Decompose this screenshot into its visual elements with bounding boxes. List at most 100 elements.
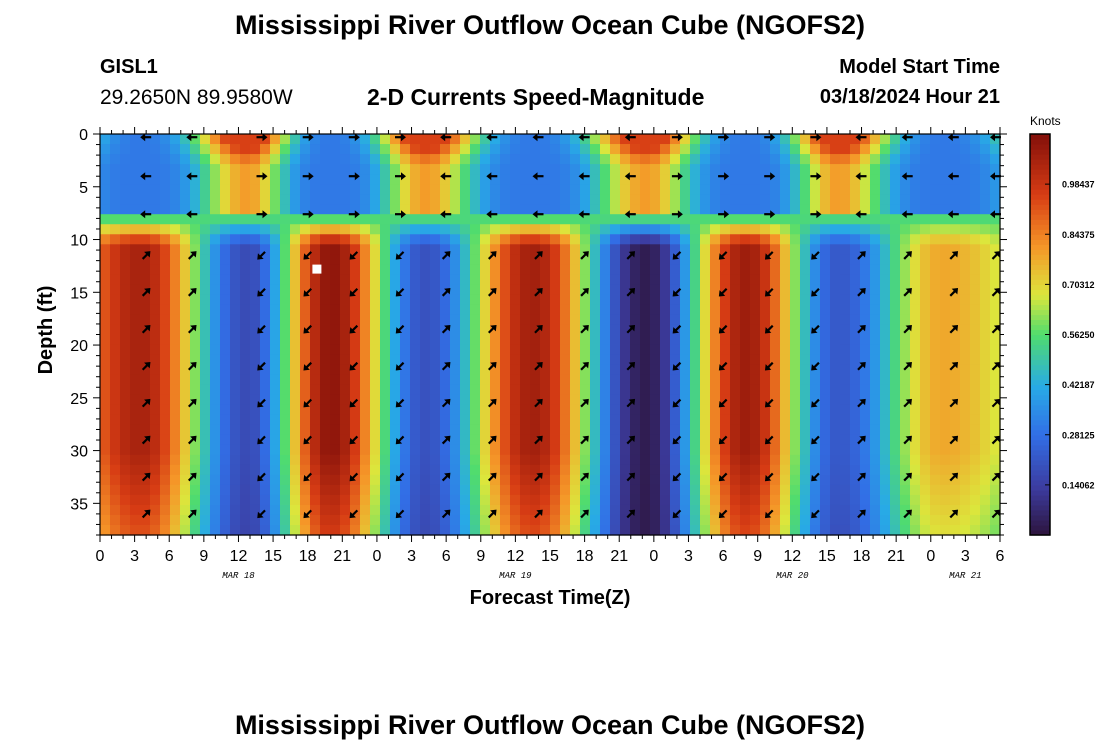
heatmap-cell xyxy=(420,524,431,536)
heatmap-cell xyxy=(480,494,491,506)
heatmap-cell xyxy=(630,464,641,476)
heatmap-cell xyxy=(210,464,221,476)
heatmap-cell xyxy=(790,384,801,396)
heatmap-cell xyxy=(920,364,931,376)
heatmap-cell xyxy=(720,444,731,456)
heatmap-cell xyxy=(210,244,221,255)
heatmap-cell xyxy=(810,274,821,285)
heatmap-cell xyxy=(740,474,751,486)
colorbar-swatch xyxy=(1030,219,1050,225)
heatmap-cell xyxy=(290,324,301,336)
heatmap-cell xyxy=(320,134,331,145)
heatmap-cell xyxy=(920,334,931,346)
heatmap-cell xyxy=(170,224,181,235)
heatmap-cell xyxy=(260,314,271,326)
heatmap-cell xyxy=(710,524,721,536)
heatmap-cell xyxy=(350,204,361,215)
heatmap-cell xyxy=(130,304,141,316)
heatmap-cell xyxy=(140,244,151,255)
heatmap-cell xyxy=(330,314,341,326)
heatmap-cell xyxy=(100,324,111,336)
heatmap-cell xyxy=(920,494,931,506)
heatmap-cell xyxy=(100,384,111,396)
heatmap-cell xyxy=(780,524,791,536)
heatmap-cell xyxy=(990,344,1001,356)
heatmap-cell xyxy=(410,454,421,466)
heatmap-cell xyxy=(580,424,591,436)
heatmap-cell xyxy=(610,174,621,185)
heatmap-cell xyxy=(180,254,191,265)
heatmap-cell xyxy=(330,514,341,526)
heatmap-cell xyxy=(760,434,771,446)
heatmap-cell xyxy=(910,234,921,245)
heatmap-cell xyxy=(520,514,531,526)
heatmap-cell xyxy=(910,494,921,506)
heatmap-cell xyxy=(760,184,771,195)
heatmap-cell xyxy=(900,244,911,255)
heatmap-cell xyxy=(480,344,491,356)
heatmap-cell xyxy=(660,374,671,386)
heatmap-cell xyxy=(560,254,571,265)
heatmap-cell xyxy=(570,424,581,436)
current-arrow xyxy=(141,288,151,297)
heatmap-cell xyxy=(810,464,821,476)
heatmap-cell xyxy=(960,464,971,476)
heatmap-cell xyxy=(760,484,771,496)
heatmap-cell xyxy=(840,154,851,165)
heatmap-cell xyxy=(590,494,601,506)
heatmap-cell xyxy=(950,384,961,396)
heatmap-cell xyxy=(620,324,631,336)
heatmap-cell xyxy=(680,244,691,255)
heatmap-cell xyxy=(560,364,571,376)
heatmap-cell xyxy=(980,334,991,346)
heatmap-cell xyxy=(540,374,551,386)
heatmap-cell xyxy=(320,434,331,446)
heatmap-cell xyxy=(550,514,561,526)
heatmap-cell xyxy=(760,404,771,416)
heatmap-cell xyxy=(110,264,121,275)
heatmap-cell xyxy=(350,394,361,406)
current-arrow xyxy=(671,172,683,181)
heatmap-cell xyxy=(630,334,641,346)
heatmap-cell xyxy=(430,324,441,336)
heatmap-cell xyxy=(190,494,201,506)
heatmap-cell xyxy=(960,404,971,416)
heatmap-cell xyxy=(870,504,881,516)
heatmap-cell xyxy=(870,244,881,255)
heatmap-cell xyxy=(410,344,421,356)
heatmap-cell xyxy=(450,184,461,195)
heatmap-cell xyxy=(980,284,991,296)
heatmap-cell xyxy=(800,474,811,486)
heatmap-cell xyxy=(650,154,661,165)
heatmap-cell xyxy=(800,444,811,456)
heatmap-cell xyxy=(380,244,391,255)
heatmap-cell xyxy=(650,454,661,466)
heatmap-cell xyxy=(500,454,511,466)
heatmap-cell xyxy=(650,394,661,406)
heatmap-cell xyxy=(400,414,411,426)
heatmap-cell xyxy=(630,154,641,165)
heatmap-cell xyxy=(900,434,911,446)
heatmap-cell xyxy=(970,344,981,356)
heatmap-cell xyxy=(170,424,181,436)
heatmap-cell xyxy=(590,334,601,346)
current-arrow xyxy=(534,398,543,408)
heatmap-cell xyxy=(450,144,461,155)
heatmap-cell xyxy=(130,264,141,275)
heatmap-cell xyxy=(340,174,351,185)
current-arrow xyxy=(441,398,451,408)
colorbar-swatch xyxy=(1030,509,1050,516)
heatmap-cell xyxy=(270,304,281,316)
heatmap-cell xyxy=(120,454,131,466)
heatmap-cell xyxy=(180,314,191,326)
heatmap-cell xyxy=(340,184,351,195)
heatmap-cell xyxy=(510,224,521,235)
heatmap-cell xyxy=(990,524,1001,536)
heatmap-cell xyxy=(880,144,891,155)
heatmap-cell xyxy=(910,294,921,306)
heatmap-cell xyxy=(990,484,1001,496)
heatmap-cell xyxy=(260,254,271,265)
heatmap-cell xyxy=(240,414,251,426)
heatmap-cell xyxy=(960,164,971,175)
heatmap-cell xyxy=(610,454,621,466)
